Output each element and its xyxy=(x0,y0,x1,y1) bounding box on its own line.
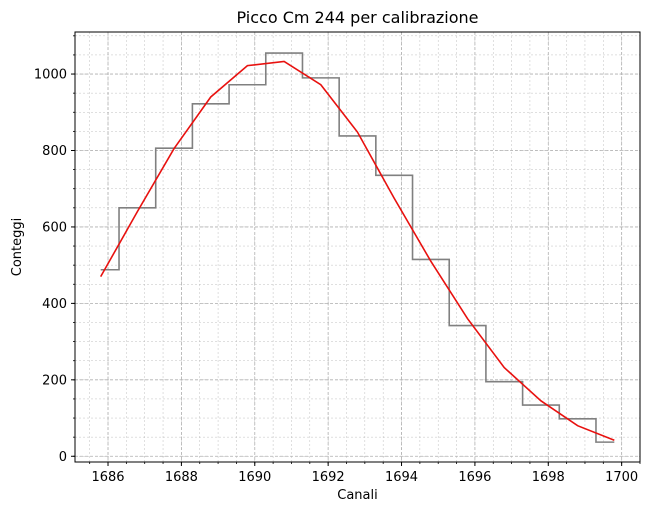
x-axis-title: Canali xyxy=(337,488,377,503)
fit-series xyxy=(99,60,615,441)
y-tick-label: 0 xyxy=(59,450,67,465)
y-tick-label: 800 xyxy=(42,144,67,159)
histogram-series xyxy=(100,52,615,443)
x-tick-label: 1692 xyxy=(312,470,345,485)
y-tick-label: 400 xyxy=(42,297,67,312)
x-tick-label: 1690 xyxy=(238,470,271,485)
plot-frame xyxy=(74,31,641,463)
x-tick-label: 1696 xyxy=(458,470,491,485)
axis-ticks: 1686 1688 1690 1692 1694 1696 1698 1700 0 200 400 6… xyxy=(34,35,641,485)
x-tick-label: 1698 xyxy=(532,470,565,485)
x-tick-label: 1700 xyxy=(605,470,638,485)
x-tick-label: 1694 xyxy=(385,470,418,485)
x-tick-label: 1688 xyxy=(165,470,198,485)
grid xyxy=(75,32,641,462)
fit-line xyxy=(99,60,615,441)
chart-title: Picco Cm 244 per calibrazione xyxy=(237,8,479,27)
y-tick-label: 1000 xyxy=(34,68,67,83)
y-axis-title: Conteggi xyxy=(10,218,25,276)
y-tick-label: 200 xyxy=(42,373,67,388)
histogram-step-line xyxy=(100,52,615,443)
y-tick-label: 600 xyxy=(42,220,67,235)
x-tick-label: 1686 xyxy=(91,470,124,485)
